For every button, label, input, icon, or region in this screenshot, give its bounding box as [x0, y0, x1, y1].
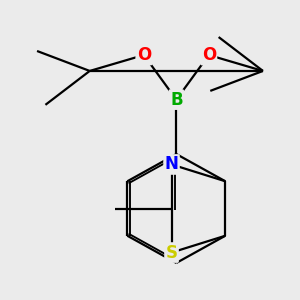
Text: N: N [165, 155, 178, 173]
Text: S: S [166, 244, 178, 262]
Text: B: B [170, 91, 183, 109]
Text: O: O [202, 46, 216, 64]
Text: O: O [137, 46, 151, 64]
